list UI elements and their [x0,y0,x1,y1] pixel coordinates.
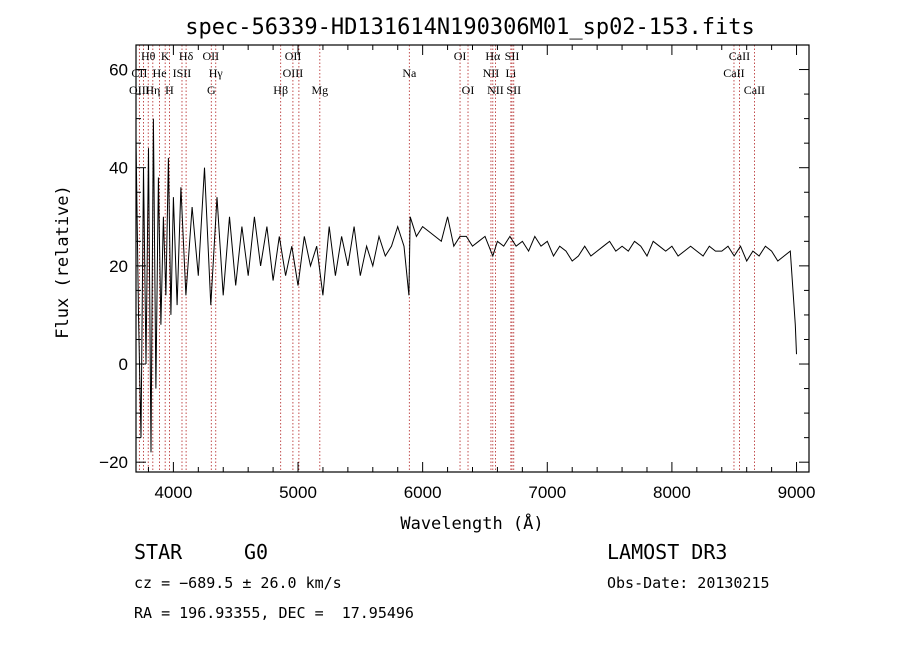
line-label: Li [506,66,517,80]
line-label: Hδ [179,49,194,63]
radec-label: RA = 196.93355, DEC = 17.95496 [134,604,414,622]
line-labels: Hθ K Hδ OII OII OI Hα SII CaII CII He ISII Hγ OIII Na N… [129,49,765,97]
x-tick-label: 8000 [653,483,691,502]
spectrum-line [135,118,797,453]
plot-frame [135,44,810,473]
line-label: NII [487,83,504,97]
y-tick-label: 40 [109,159,128,178]
line-label: Hη [145,83,160,97]
x-tick-label: 6000 [404,483,442,502]
x-axis: 4000 5000 6000 7000 8000 9000 [147,45,816,502]
line-label: Hθ [141,49,156,63]
x-tick-label: 9000 [778,483,816,502]
x-tick-label: 4000 [154,483,192,502]
spectrum-series [135,118,797,453]
line-label: Hγ [209,66,224,80]
line-label: OIII [283,66,304,80]
y-tick-label: 0 [119,355,128,374]
line-label: H [165,83,174,97]
line-label: SII [505,49,520,63]
subclass-label: G0 [244,540,269,564]
y-tick-label: −20 [99,453,128,472]
line-label: ISII [173,66,192,80]
line-label: CaII [729,49,750,63]
line-label: Hβ [273,83,288,97]
y-axis-label: Flux (relative) [53,185,73,339]
y-tick-label: 60 [109,61,128,80]
y-axis: −20 0 20 40 60 [99,61,809,472]
line-label: Hα [485,49,501,63]
obs-date-label: Obs-Date: 20130215 [607,574,770,592]
line-label: CaII [744,83,765,97]
line-label: K [161,49,170,63]
x-tick-label: 7000 [528,483,566,502]
line-label: Na [402,66,417,80]
survey-label: LAMOST DR3 [607,540,728,564]
line-label: OII [285,49,302,63]
line-label: G [207,83,216,97]
line-label: SII [506,83,521,97]
line-label: OII [202,49,219,63]
redshift-label: cz = −689.5 ± 26.0 km/s [134,574,342,592]
y-tick-label: 20 [109,257,128,276]
chart-title: spec-56339-HD131614N190306M01_sp02-153.f… [185,15,755,40]
x-tick-label: 5000 [279,483,317,502]
x-axis-label: Wavelength (Å) [400,512,543,534]
emission-line-markers [138,45,755,472]
line-label: CaII [723,66,744,80]
line-label: OI [462,83,475,97]
class-label: STAR [134,540,183,564]
line-label: OI [454,49,467,63]
line-label: He [153,66,167,80]
line-label: OIII [129,83,150,97]
line-label: NII [483,66,500,80]
line-label: Mg [311,83,328,97]
line-label: CII [131,66,147,80]
